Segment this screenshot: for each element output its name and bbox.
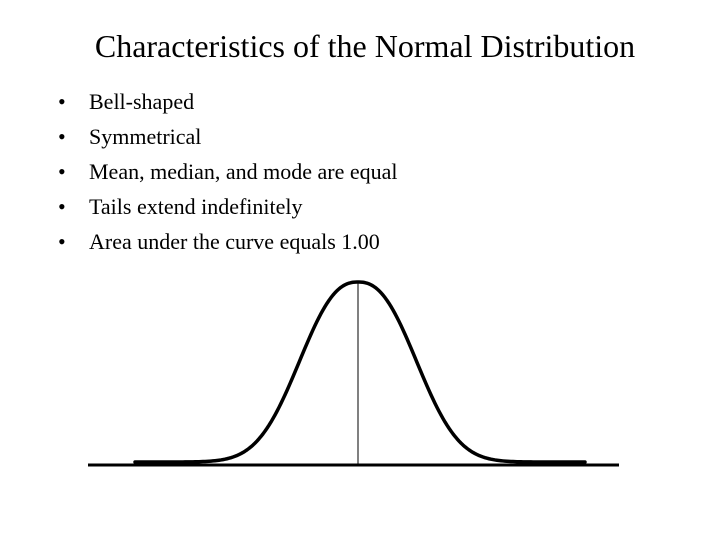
bullet-text: Bell-shaped [89,89,195,114]
bullet-dot-icon: • [58,159,66,184]
bullet-dot-icon: • [58,89,66,114]
bullet-dot-icon: • [58,229,66,254]
bullet-dot-icon: • [58,124,66,149]
bullet-text: Mean, median, and mode are equal [89,159,398,184]
bullet-dot-icon: • [58,194,66,219]
bell-curve [133,280,587,464]
bullet-text: Area under the curve equals 1.00 [89,229,380,254]
slide-title: Characteristics of the Normal Distributi… [94,28,636,64]
bullet-text: Symmetrical [89,124,202,149]
bullet-text: Tails extend indefinitely [89,194,303,219]
